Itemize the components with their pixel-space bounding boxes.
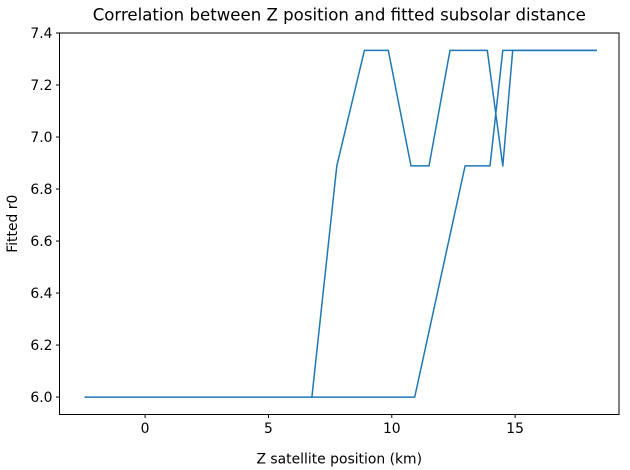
y-tick-label: 7.4: [30, 26, 52, 42]
y-axis-label: Fitted r0: [5, 195, 21, 253]
y-tick-label: 6.0: [30, 390, 52, 406]
y-tick-label: 6.8: [30, 182, 52, 198]
x-tick-label: 10: [383, 421, 401, 437]
x-tick-label: 0: [141, 421, 150, 437]
y-tick-label: 7.2: [30, 78, 52, 94]
x-axis-label: Z satellite position (km): [256, 452, 422, 468]
x-tick-label: 15: [506, 421, 524, 437]
series-layer: [84, 49, 597, 398]
y-tick-label: 6.2: [30, 338, 52, 354]
axes-layer: 0 5 10 15 6.0 6.2 6.4 6.6 6.8 7.0 7.2 7.4: [30, 26, 620, 437]
y-tick-label: 6.4: [30, 286, 52, 302]
plot-area: [59, 32, 620, 415]
x-tick-label: 5: [264, 421, 273, 437]
data-line-trace-segment-2: [311, 49, 597, 398]
chart-title: Correlation between Z position and fitte…: [93, 6, 586, 25]
y-tick-label: 6.6: [30, 234, 52, 250]
y-tick-label: 7.0: [30, 130, 52, 146]
data-line-trace-segment-1: [84, 49, 597, 398]
